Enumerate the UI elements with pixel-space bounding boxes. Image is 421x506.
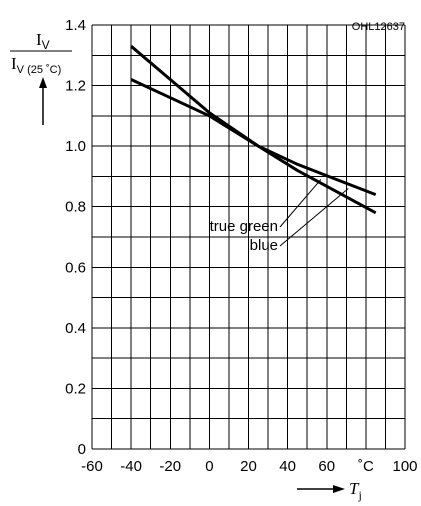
x-tick-labels: -60 -40 -20 0 20 40 60 100 ˚C [81,458,417,475]
svg-text:IV (25 ˚C): IV (25 ˚C) [11,54,61,76]
x-axis-arrow-icon [297,485,345,493]
grid [91,24,406,450]
y-tick-label: 0 [78,441,86,458]
y-tick-labels: 0 0.2 0.4 0.6 0.8 1.0 1.2 1.4 [65,17,86,458]
y-tick-label: 1.2 [65,78,86,95]
x-tick-label: 0 [205,458,213,475]
series-lines [130,45,377,215]
y-tick-label: 0.4 [65,320,86,337]
y-label-numerator-sub: V [42,38,50,52]
y-label-denominator-sub: V (25 ˚C) [17,64,62,76]
y-tick-label: 1.0 [65,138,86,155]
series-line-true-green [130,78,377,196]
series-label-true-green: true green [210,218,278,235]
y-axis-label: IV IV (25 ˚C) [10,30,72,125]
x-axis-label: Tj [297,479,362,502]
x-tick-label: 40 [279,458,296,475]
leader-line-blue [279,188,349,247]
legend-leaders [279,179,349,247]
x-tick-label: 100 [392,458,417,475]
svg-text:IV: IV [36,30,50,52]
y-axis-arrow-icon [39,77,47,125]
x-label-sub: j [357,488,361,502]
x-tick-label: 20 [240,458,257,475]
y-tick-label: 0.6 [65,259,86,276]
x-unit-label: ˚C [358,458,374,475]
x-tick-label: -20 [159,458,181,475]
series-label-blue: blue [250,237,278,254]
chart-code: OHL12637 [352,21,405,33]
svg-text:Tj: Tj [349,479,362,502]
y-label-numerator: I [36,30,42,49]
y-tick-label: 0.8 [65,199,86,216]
x-tick-label: 60 [318,458,335,475]
x-label-symbol: T [349,479,360,498]
x-tick-label: -40 [120,458,142,475]
y-tick-label: 1.4 [65,17,86,34]
y-label-denominator: I [11,54,17,73]
series-line-blue [130,45,377,215]
y-tick-label: 0.2 [65,380,86,397]
x-tick-label: -60 [81,458,103,475]
leader-line-true-green [279,179,322,228]
